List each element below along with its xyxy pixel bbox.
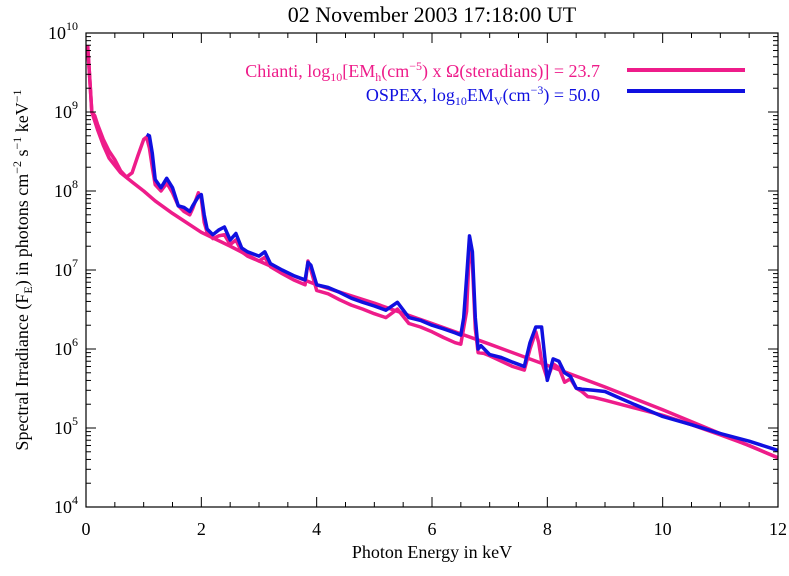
x-axis-label: Photon Energy in keV — [352, 542, 512, 562]
x-axis-ticks: 0 2 4 6 8 10 12 — [82, 33, 787, 539]
series-line-ospex — [145, 132, 779, 453]
y-tick-label: 104 — [54, 493, 78, 517]
x-tick-label: 10 — [654, 519, 672, 539]
y-tick-label: 108 — [54, 177, 78, 201]
series-line-continuum — [85, 45, 779, 460]
legend: Chianti, log10[EMh(cm−5) x Ω(steradians)… — [245, 59, 745, 108]
x-tick-label: 6 — [428, 519, 437, 539]
chart-title: 02 November 2003 17:18:00 UT — [288, 2, 577, 27]
x-tick-label: 8 — [543, 519, 552, 539]
y-axis-ticks: 104 105 106 107 108 109 1010 — [48, 19, 778, 517]
legend-label-ospex: OSPEX, log10EMV(cm−3) = 50.0 — [366, 83, 600, 108]
legend-label-chianti: Chianti, log10[EMh(cm−5) x Ω(steradians)… — [245, 59, 600, 84]
x-tick-label: 2 — [197, 519, 206, 539]
series-line-chianti — [85, 50, 779, 460]
x-tick-label: 0 — [82, 519, 91, 539]
y-axis-label: Spectral Irradiance (FE) in photons cm−2… — [10, 89, 35, 450]
y-tick-label: 109 — [54, 98, 78, 122]
x-tick-label: 12 — [769, 519, 787, 539]
y-tick-label: 105 — [54, 414, 78, 438]
x-tick-label: 4 — [312, 519, 321, 539]
y-tick-label: 107 — [54, 256, 78, 280]
plot-series — [85, 45, 779, 460]
y-tick-label: 106 — [54, 335, 78, 359]
y-tick-label: 1010 — [48, 19, 78, 43]
